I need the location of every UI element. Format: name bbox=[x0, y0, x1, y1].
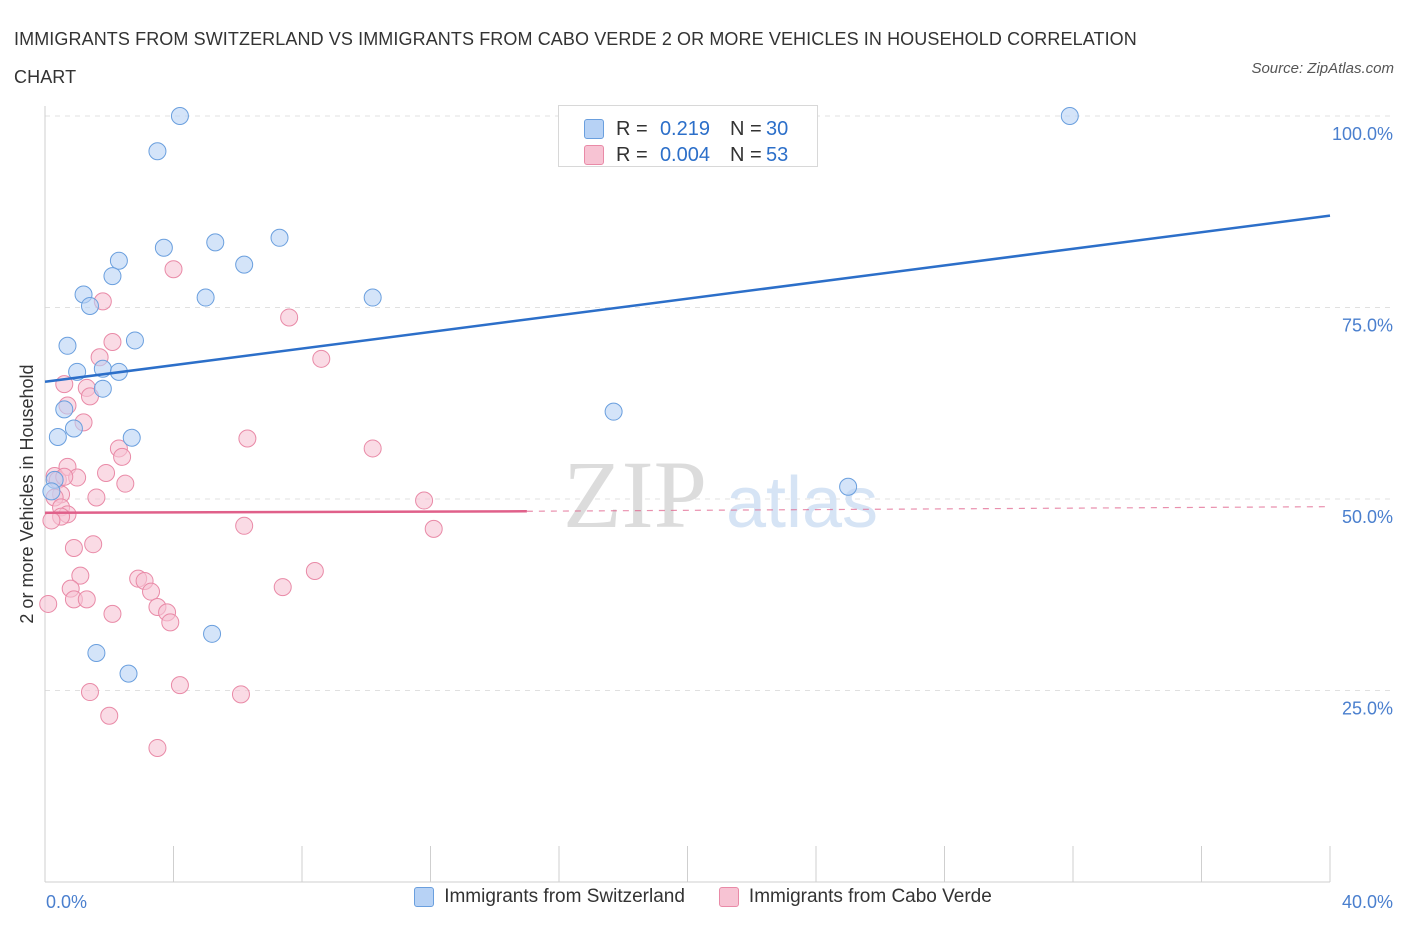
y-tick-label: 25.0% bbox=[1342, 699, 1393, 719]
stats-swatch-switzerland bbox=[584, 119, 604, 139]
source-label: Source: ZipAtlas.com bbox=[1251, 60, 1394, 77]
data-point-cabo-verde bbox=[363, 439, 382, 458]
series-cabo-verde-points bbox=[39, 260, 443, 757]
data-point-cabo-verde bbox=[42, 511, 61, 530]
stats-n-value: 30 bbox=[766, 117, 789, 140]
x-tick-label: 0.0% bbox=[46, 892, 87, 912]
stats-r-value: 0.004 bbox=[659, 143, 710, 166]
data-point-switzerland bbox=[206, 233, 225, 252]
legend-label-cabo-verde: Immigrants from Cabo Verde bbox=[748, 886, 992, 907]
data-point-cabo-verde bbox=[312, 349, 331, 368]
chart-title: IMMIGRANTS FROM SWITZERLAND VS IMMIGRANT… bbox=[14, 29, 1137, 87]
data-point-cabo-verde bbox=[103, 604, 122, 623]
data-point-cabo-verde bbox=[116, 474, 135, 493]
data-point-cabo-verde bbox=[84, 535, 103, 554]
data-point-switzerland bbox=[48, 427, 67, 446]
data-point-switzerland bbox=[170, 107, 189, 125]
data-point-cabo-verde bbox=[305, 562, 324, 581]
data-point-cabo-verde bbox=[148, 738, 167, 757]
data-point-switzerland bbox=[119, 664, 138, 683]
x-tick-label: 40.0% bbox=[1342, 892, 1393, 912]
data-point-cabo-verde bbox=[161, 613, 180, 632]
watermark-zip: ZIP bbox=[563, 441, 707, 548]
data-point-switzerland bbox=[1060, 107, 1079, 125]
stats-row-switzerland: R = 0.219 N = 30 bbox=[584, 116, 788, 142]
data-point-switzerland bbox=[839, 477, 858, 496]
trend-line-switzerland bbox=[44, 214, 1331, 384]
axes bbox=[44, 106, 1331, 883]
data-point-cabo-verde bbox=[231, 685, 250, 704]
data-point-cabo-verde bbox=[280, 308, 299, 327]
data-point-switzerland bbox=[196, 288, 215, 307]
trend-line-cabo-verde bbox=[44, 510, 527, 515]
data-point-switzerland bbox=[109, 251, 128, 270]
data-point-cabo-verde bbox=[142, 582, 161, 601]
tick-labels: 25.0% 50.0% 75.0% 100.0% 0.0% 40.0% bbox=[46, 124, 1393, 912]
stats-r-value: 0.219 bbox=[659, 117, 710, 140]
data-point-cabo-verde bbox=[235, 516, 254, 535]
data-point-switzerland bbox=[103, 267, 122, 286]
data-point-cabo-verde bbox=[80, 683, 99, 702]
legend-label-switzerland: Immigrants from Switzerland bbox=[444, 886, 685, 907]
data-point-cabo-verde bbox=[39, 594, 58, 613]
data-point-cabo-verde bbox=[77, 590, 96, 609]
data-point-cabo-verde bbox=[113, 447, 132, 466]
data-point-cabo-verde bbox=[64, 539, 83, 558]
data-point-switzerland bbox=[80, 296, 99, 315]
data-point-switzerland bbox=[125, 331, 144, 350]
stats-box: R = 0.219 N = 30 R = 0.004 N = 53 bbox=[558, 105, 818, 167]
stats-n-label: N = bbox=[730, 117, 762, 140]
y-tick-label: 100.0% bbox=[1332, 124, 1393, 144]
data-point-cabo-verde bbox=[238, 429, 257, 448]
data-point-cabo-verde bbox=[164, 260, 183, 279]
data-point-cabo-verde bbox=[100, 706, 119, 725]
stats-r-label: R = bbox=[616, 143, 648, 166]
stats-swatch-cabo-verde bbox=[584, 145, 604, 165]
y-axis-label: 2 or more Vehicles in Household bbox=[17, 364, 37, 623]
data-point-switzerland bbox=[58, 336, 77, 355]
data-point-switzerland bbox=[154, 238, 173, 257]
data-point-switzerland bbox=[122, 428, 141, 447]
stats-n-value: 53 bbox=[766, 143, 789, 166]
legend-item-cabo-verde[interactable]: Immigrants from Cabo Verde bbox=[718, 886, 992, 908]
data-point-switzerland bbox=[55, 400, 74, 419]
series-switzerland-points bbox=[42, 107, 1079, 683]
watermark: ZIP atlas bbox=[563, 441, 878, 548]
trend-line-cabo-verde-extension bbox=[526, 506, 1331, 512]
data-point-switzerland bbox=[148, 142, 167, 161]
data-point-switzerland bbox=[203, 624, 222, 643]
data-point-switzerland bbox=[270, 228, 289, 247]
data-point-switzerland bbox=[42, 482, 61, 501]
stats-r-label: R = bbox=[616, 117, 648, 140]
data-point-switzerland bbox=[93, 379, 112, 398]
data-point-cabo-verde bbox=[415, 491, 434, 510]
data-point-cabo-verde bbox=[273, 578, 292, 597]
legend-item-switzerland[interactable]: Immigrants from Switzerland bbox=[414, 886, 685, 908]
grid-lines bbox=[45, 115, 1395, 691]
data-point-cabo-verde bbox=[424, 519, 443, 538]
trend-lines bbox=[44, 214, 1331, 515]
legend-swatch-cabo-verde bbox=[718, 887, 739, 907]
data-point-cabo-verde bbox=[87, 488, 106, 507]
data-point-cabo-verde bbox=[71, 566, 90, 585]
data-point-switzerland bbox=[64, 419, 83, 438]
data-point-cabo-verde bbox=[103, 332, 122, 351]
y-tick-label: 50.0% bbox=[1342, 507, 1393, 527]
data-point-switzerland bbox=[363, 288, 382, 307]
stats-n-label: N = bbox=[730, 143, 762, 166]
data-point-switzerland bbox=[235, 255, 254, 274]
stats-row-cabo-verde: R = 0.004 N = 53 bbox=[584, 142, 788, 168]
data-point-switzerland bbox=[604, 402, 623, 421]
y-tick-label: 75.0% bbox=[1342, 316, 1393, 336]
watermark-atlas: atlas bbox=[726, 463, 878, 543]
data-point-switzerland bbox=[87, 643, 106, 662]
data-point-cabo-verde bbox=[170, 676, 189, 695]
legend: Immigrants from Switzerland Immigrants f… bbox=[0, 886, 1406, 908]
data-point-cabo-verde bbox=[97, 463, 116, 482]
legend-swatch-switzerland bbox=[414, 887, 435, 907]
